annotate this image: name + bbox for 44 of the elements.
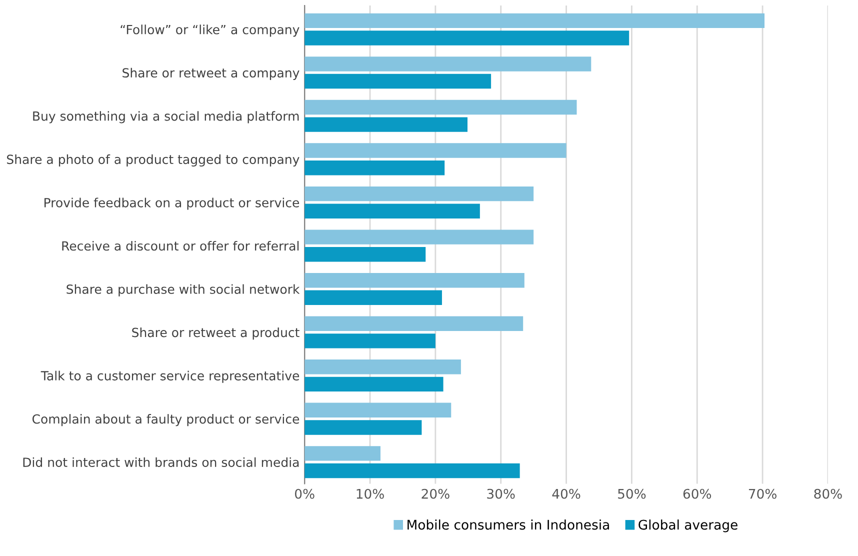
bar bbox=[304, 30, 630, 46]
bar bbox=[304, 204, 480, 218]
bar bbox=[304, 186, 534, 202]
y-tick-label: “Follow” or “like” a company bbox=[120, 24, 300, 37]
y-tick-label: Did not interact with brands on social media bbox=[23, 457, 299, 468]
legend-label: Global average bbox=[638, 520, 738, 532]
bar bbox=[304, 117, 468, 132]
x-tick-label: 20% bbox=[422, 488, 450, 499]
legend-label: Mobile consumers in Indonesia bbox=[408, 520, 609, 530]
y-tick-label: Complain about a faulty product or service bbox=[32, 414, 300, 426]
bar bbox=[304, 402, 452, 418]
bar bbox=[304, 160, 445, 176]
bar bbox=[304, 290, 442, 306]
bar bbox=[304, 74, 492, 89]
x-tick-label: 50% bbox=[618, 488, 646, 499]
x-tick-label: 40% bbox=[552, 488, 580, 499]
y-tick-label: Share or retweet a company bbox=[122, 68, 300, 80]
y-tick-label: Share a photo of a product tagged to company bbox=[6, 154, 300, 167]
x-tick-label: 0% bbox=[294, 488, 314, 499]
y-tick-label: Share a purchase with social network bbox=[66, 284, 300, 296]
bar bbox=[304, 143, 566, 158]
y-tick-label: Talk to a customer service representative bbox=[40, 370, 300, 383]
x-tick-label: 10% bbox=[356, 488, 384, 499]
y-tick-label: Share or retweet a product bbox=[132, 328, 300, 340]
bar bbox=[304, 446, 380, 461]
bar bbox=[304, 247, 426, 262]
bar bbox=[304, 316, 524, 331]
bar bbox=[304, 334, 436, 348]
x-tick-label: 30% bbox=[487, 488, 515, 499]
bar bbox=[304, 13, 765, 28]
bar bbox=[304, 56, 592, 72]
bar bbox=[304, 376, 444, 392]
y-tick-label: Provide feedback on a product or service bbox=[44, 198, 300, 210]
x-tick-label: 60% bbox=[683, 488, 712, 499]
y-tick-label: Receive a discount or offer for referral bbox=[62, 240, 299, 251]
bar bbox=[304, 420, 422, 435]
bar bbox=[304, 360, 461, 374]
bar bbox=[304, 100, 577, 115]
bar bbox=[304, 272, 524, 288]
bar bbox=[304, 463, 520, 478]
bar bbox=[304, 230, 534, 244]
y-tick-label: Buy something via a social media platform bbox=[33, 111, 299, 124]
x-tick-label: 70% bbox=[748, 488, 776, 499]
x-tick-label: 80% bbox=[814, 488, 842, 499]
